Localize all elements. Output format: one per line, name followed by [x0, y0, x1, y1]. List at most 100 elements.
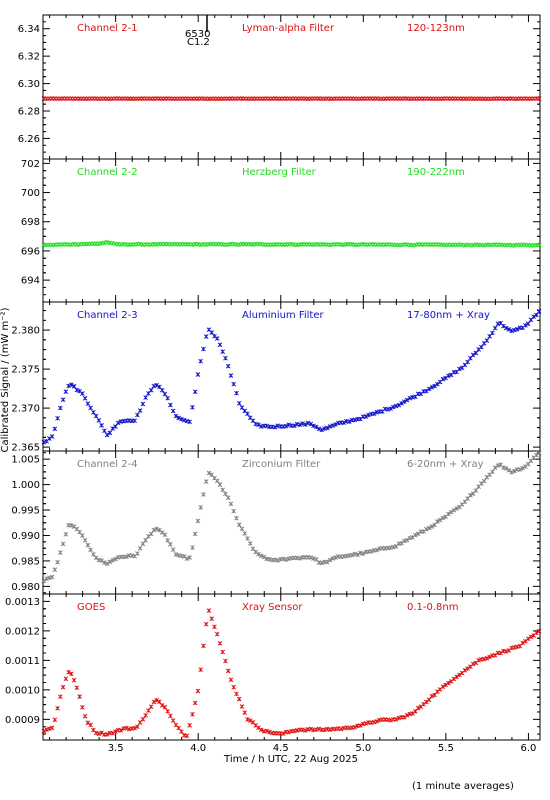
panel-5-data-point — [234, 691, 239, 697]
panel-1-filter-label: Lyman-alpha Filter — [242, 23, 335, 34]
panel-4-band-label: 6-20nm + Xray — [407, 459, 484, 470]
panel-3-data-point — [275, 423, 281, 429]
panel-5-data-point — [487, 654, 492, 660]
panel-5-data-point — [214, 631, 220, 637]
panel-5-data-point — [236, 696, 242, 702]
panel-4-data-point — [124, 554, 129, 560]
panel-5-data-point — [132, 725, 137, 731]
panel-5-data-point — [184, 733, 190, 739]
panel-3-data-point — [512, 327, 517, 333]
panel-3-data-point — [346, 419, 352, 425]
panel-4-data-point — [374, 547, 380, 553]
panel-3-data-point — [404, 397, 410, 403]
panel-4-data-point — [490, 469, 495, 475]
panel-3-data-point — [363, 414, 369, 419]
panel-5-data-point — [402, 715, 407, 720]
panel-2-data-point — [110, 240, 115, 246]
panel-3-data-point — [225, 363, 231, 369]
panel-3-data-point — [297, 422, 303, 428]
panel-5-data-point — [110, 730, 115, 736]
panel-3-data-point — [52, 426, 58, 432]
panel-5-data-point — [393, 717, 399, 722]
panel-5-data-point — [396, 715, 402, 721]
panel-4-data-point — [148, 531, 154, 537]
panel-2-data-point — [341, 242, 347, 248]
panel-3-filter-label: Aluminium Filter — [242, 310, 325, 321]
panel-4-data-point — [63, 531, 69, 537]
panel-2-data-point — [137, 241, 143, 247]
panel-1-ytick-label-1: 6.28 — [18, 107, 40, 118]
panel-5-data-point — [96, 731, 102, 737]
panel-4-data-point — [214, 478, 220, 484]
panel-3-data-point — [82, 395, 88, 401]
panel-3-data-point — [214, 336, 220, 341]
panel-5-data-point — [146, 708, 151, 713]
panel-5-data-point — [47, 726, 52, 732]
xtick-label-1: 4.0 — [190, 743, 206, 754]
panel-5-data-point — [415, 705, 421, 711]
panel-5-data-point — [338, 726, 344, 732]
panel-4-data-point — [140, 541, 146, 547]
panel-3-data-point — [137, 408, 143, 413]
panel-3-data-point — [209, 330, 215, 335]
panel-3-ytick-label-1: 2.370 — [11, 404, 40, 415]
panel-3-data-point — [366, 412, 371, 418]
panel-5-data-point — [443, 682, 448, 688]
panel-5-data-point — [118, 728, 124, 733]
panel-5-data-point — [74, 685, 80, 691]
panel-4-data-point — [220, 487, 226, 493]
panel-4-data-point — [440, 515, 446, 521]
panel-3-data-point — [256, 422, 261, 427]
panel-3-data-point — [173, 413, 179, 419]
panel-5-ytick-label-1: 0.0010 — [5, 685, 40, 696]
panel-4-data-point — [195, 518, 201, 524]
panel-5-data-point — [302, 728, 308, 733]
panel-4-data-point — [503, 466, 509, 471]
panel-4-data-point — [135, 551, 140, 556]
panel-3-data-point — [66, 383, 71, 389]
panel-5-data-point — [99, 730, 104, 736]
panel-3-data-point — [399, 400, 404, 406]
panel-4-data-point — [426, 525, 432, 531]
panel-3-data-point — [203, 334, 209, 339]
panel-3-data-point — [60, 397, 66, 402]
panel-4-ytick-label-4: 1.000 — [11, 480, 40, 491]
panel-2-data-point — [413, 242, 418, 248]
panel-4-data-point — [391, 544, 396, 550]
panel-4-data-point — [217, 482, 223, 487]
footnote-averages: (1 minute averages) — [412, 781, 514, 792]
panel-4-data-point — [55, 559, 60, 565]
panel-5-data-point — [179, 729, 184, 734]
panel-3-data-point — [168, 402, 173, 408]
panel-2-channel-label: Channel 2-2 — [77, 167, 138, 178]
panel-4-data-point — [143, 537, 148, 543]
panel-3-data-point — [49, 434, 55, 439]
panel-5-data-point — [286, 729, 292, 735]
panel-5-data-point — [223, 658, 228, 664]
panel-3-data-point — [470, 352, 476, 358]
panel-3-data-point — [176, 415, 181, 421]
panel-4-data-point — [223, 491, 228, 497]
panel-3-data-point — [341, 420, 347, 426]
panel-3-data-point — [55, 415, 60, 421]
panel-4-data-point — [99, 558, 104, 563]
panel-4-frame — [42, 450, 541, 595]
panel-4-data-point — [324, 559, 330, 565]
panel-3-data-point — [536, 309, 542, 314]
panel-4-data-point — [173, 552, 179, 557]
panel-5-data-point — [151, 699, 157, 705]
panel-5-data-point — [470, 661, 476, 667]
panel-3-data-point — [506, 327, 512, 332]
panel-4-ytick-label-1: 0.985 — [11, 556, 40, 567]
panel-5-data-point — [534, 630, 539, 636]
panel-3-data-point — [429, 384, 435, 390]
panel-5-data-point — [503, 649, 509, 654]
panel-4-data-point — [517, 467, 523, 472]
panel-4-data-point — [446, 511, 451, 517]
panel-4-data-point — [69, 523, 74, 528]
panel-3-data-point — [440, 376, 446, 382]
panel-4-data-point — [170, 547, 176, 552]
panel-4-data-point — [165, 538, 170, 543]
panel-4-data-point — [236, 522, 242, 528]
